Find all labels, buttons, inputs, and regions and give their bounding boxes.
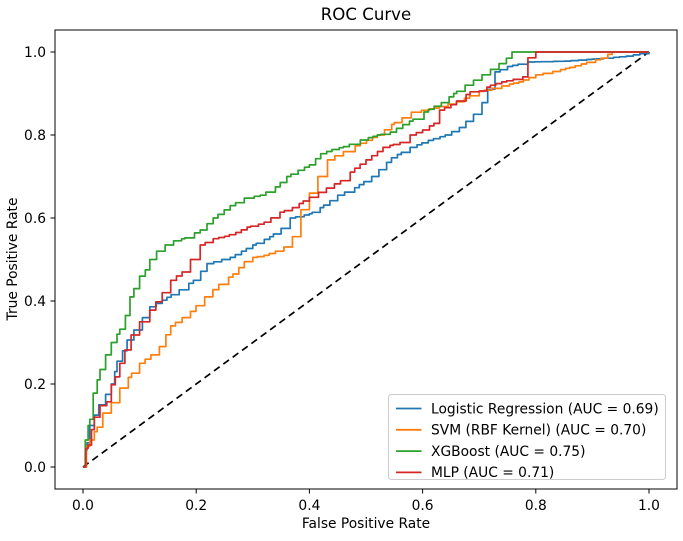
- legend-label: XGBoost (AUC = 0.75): [431, 444, 585, 460]
- y-tick-label: 0.6: [24, 211, 46, 227]
- x-axis-label: False Positive Rate: [302, 516, 430, 532]
- x-tick-label: 0.4: [298, 498, 320, 514]
- legend: Logistic Regression (AUC = 0.69) SVM (RBF…: [388, 394, 666, 481]
- legend-item: XGBoost (AUC = 0.75): [396, 444, 585, 460]
- legend-label: MLP (AUC = 0.71): [431, 465, 554, 481]
- legend-item: Logistic Regression (AUC = 0.69): [396, 401, 659, 417]
- chance-diagonal-line: [82, 51, 650, 468]
- roc-curve-mlp: [83, 51, 649, 468]
- x-tick-label: 0.8: [525, 498, 547, 514]
- roc-curve-xgboost: [83, 51, 649, 468]
- legend-box: [388, 394, 666, 480]
- chart-title: ROC Curve: [321, 5, 411, 24]
- x-tick-label: 0.0: [72, 498, 94, 514]
- x-tick-label: 1.0: [638, 498, 660, 514]
- x-tick-label: 0.2: [185, 498, 207, 514]
- axis-ticks-layer: 0.0 0.2 0.4 0.6 0.8 1.0 0.0 0.2 0.4 0.6 0.8 1.0: [24, 45, 660, 514]
- y-tick-label: 1.0: [24, 45, 46, 61]
- y-axis-label: True Positive Rate: [5, 198, 21, 322]
- y-tick-label: 0.4: [24, 294, 46, 310]
- legend-label: SVM (RBF Kernel) (AUC = 0.70): [431, 423, 646, 439]
- y-tick-label: 0.0: [24, 460, 46, 476]
- legend-item: MLP (AUC = 0.71): [396, 465, 554, 481]
- legend-label: Logistic Regression (AUC = 0.69): [431, 401, 659, 417]
- curves-layer: [82, 51, 650, 468]
- legend-item: SVM (RBF Kernel) (AUC = 0.70): [396, 423, 646, 439]
- y-tick-label: 0.2: [24, 377, 46, 393]
- y-tick-label: 0.8: [24, 128, 46, 144]
- x-tick-label: 0.6: [412, 498, 434, 514]
